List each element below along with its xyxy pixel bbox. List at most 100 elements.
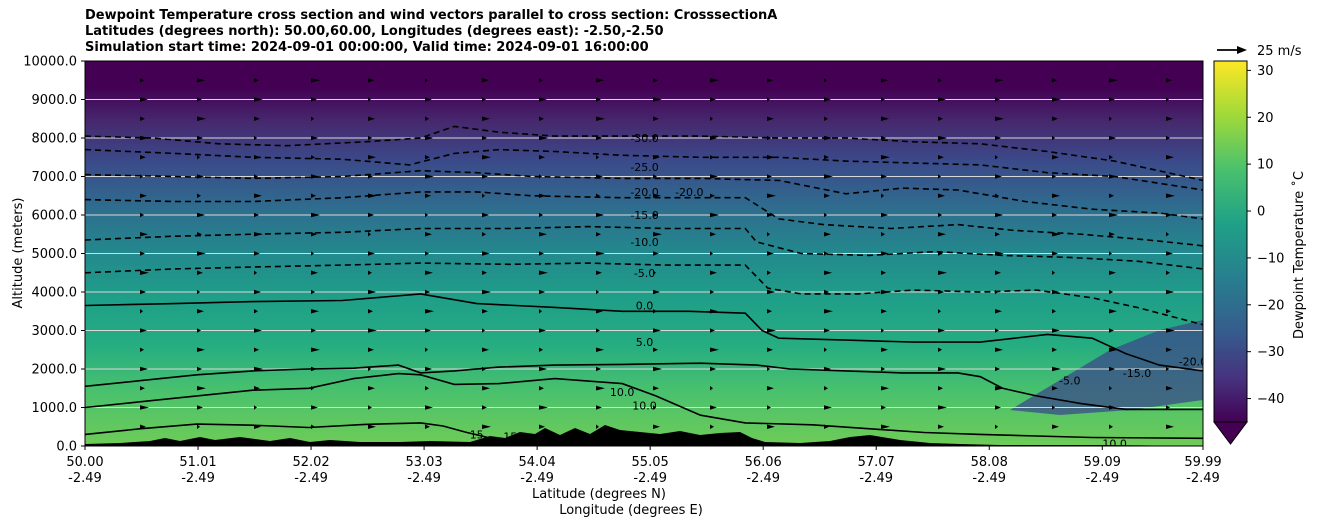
wind-vector-arrow [653, 270, 656, 275]
x-tick-label-longitude: -2.49 [633, 471, 667, 486]
wind-vector-arrow [425, 97, 432, 102]
wind-vector-arrow [767, 78, 773, 83]
wind-vector-arrow [824, 193, 830, 198]
wind-vector-arrow [824, 347, 827, 352]
wind-vector-arrow [311, 328, 316, 333]
y-tick-label: 10000.0 [23, 55, 77, 70]
wind-vector-arrow [368, 251, 375, 256]
wind-vector-arrow [995, 174, 1002, 179]
wind-vector-arrow [140, 135, 149, 141]
wind-vector-arrow [482, 251, 490, 256]
x-tick-label-longitude: -2.49 [859, 471, 893, 486]
wind-vector-arrow [1109, 347, 1118, 352]
wind-vector-arrow [1166, 232, 1169, 237]
wind-vector-arrow [596, 251, 605, 256]
wind-vector-arrow [368, 270, 372, 275]
y-tick-label: 0.0 [56, 440, 77, 455]
wind-vector-arrow [311, 212, 320, 218]
x-axis-label-latitude: Latitude (degrees N) [532, 487, 666, 502]
wind-vector-arrow [938, 97, 946, 102]
wind-vector-arrow [425, 328, 431, 333]
y-axis-label: Altitude (meters) [11, 198, 26, 309]
contour-label: 10.0 [632, 400, 657, 413]
wind-vector-arrow [254, 309, 258, 314]
contour-line--15.0 [85, 191, 1203, 247]
wind-vector-arrow [425, 212, 428, 218]
wind-vector-arrow [311, 97, 317, 102]
wind-vector-arrow [254, 97, 263, 102]
wind-vector-arrow [1052, 424, 1059, 429]
wind-vector-arrow [1052, 232, 1061, 237]
wind-vector-arrow [1052, 405, 1055, 410]
contour-line-10.0 [85, 372, 1203, 440]
wind-vector-arrow [881, 405, 886, 410]
wind-vector-arrow [368, 347, 374, 352]
wind-vector-arrow [824, 232, 831, 237]
contour-label: 0.0 [636, 299, 654, 312]
x-tick-label-latitude: 56.06 [745, 455, 782, 470]
wind-vector-arrow [881, 251, 889, 256]
wind-vector-arrow [197, 78, 205, 83]
contour-line-15 [85, 422, 511, 443]
wind-vector-arrow [1166, 97, 1169, 102]
wind-vector-arrow [767, 424, 775, 429]
wind-vector-arrow [881, 174, 887, 179]
contour-label: -15.0 [1123, 367, 1151, 380]
wind-vector-arrow [1166, 135, 1170, 141]
wind-vector-arrow [653, 193, 661, 198]
x-tick-label-longitude: -2.49 [407, 471, 441, 486]
wind-vector-arrow [710, 366, 716, 372]
wind-vector-arrow [1166, 328, 1175, 333]
wind-vector-arrow [140, 347, 144, 352]
y-tick-label: 9000.0 [32, 93, 78, 108]
wind-vector-arrow [197, 424, 200, 429]
wind-vector-arrow [1109, 78, 1118, 83]
wind-vector-arrow [653, 386, 659, 391]
wind-vector-arrow [140, 116, 145, 121]
wind-vector-arrow [596, 386, 605, 391]
wind-vector-arrow [539, 386, 544, 391]
wind-vector-arrow [881, 232, 885, 237]
wind-vector-arrow [767, 309, 772, 314]
wind-vector-arrow [710, 251, 713, 256]
wind-vector-arrow [140, 424, 146, 429]
wind-vector-arrow [482, 155, 491, 160]
wind-vector-arrow [482, 309, 488, 314]
contour-label: -15.0 [630, 209, 658, 222]
wind-vector-arrow [938, 193, 945, 198]
wind-vector-arrow [425, 116, 429, 121]
wind-vector-arrow [1109, 289, 1113, 295]
wind-vector-arrow [254, 78, 259, 83]
wind-vector-arrow [482, 116, 490, 121]
wind-vector-arrow [767, 193, 776, 198]
colorbar-tick-label: 10 [1257, 158, 1274, 173]
x-tick-label-longitude: -2.49 [520, 471, 554, 486]
x-tick-label-longitude: -2.49 [181, 471, 215, 486]
wind-vector-arrow [368, 135, 372, 141]
wind-vector-arrow [653, 424, 660, 429]
wind-vector-arrow [425, 78, 428, 83]
contour-label: -5.0 [634, 267, 655, 280]
wind-vector-arrow [938, 405, 947, 410]
x-tick-label-latitude: 54.04 [519, 455, 556, 470]
wind-vector-arrow [197, 289, 200, 295]
wind-vector-arrow [539, 270, 548, 275]
wind-vector-arrow [539, 405, 548, 410]
wind-vector-arrow [539, 251, 544, 256]
wind-vector-arrow [311, 251, 314, 256]
wind-vector-arrow [938, 328, 945, 333]
contour-label: -10.0 [630, 236, 658, 249]
wind-vectors [140, 78, 1175, 429]
grid-lines [85, 99, 1203, 408]
wind-vector-arrow [596, 424, 599, 429]
wind-vector-arrow [197, 212, 205, 218]
contour-label: -20.0 [630, 186, 658, 199]
colorbar-tick-label: −20 [1257, 298, 1284, 313]
colorbar-extend-min [1213, 421, 1248, 445]
contour-label: -5.0 [1059, 375, 1080, 388]
wind-vector-arrow [596, 289, 599, 295]
wind-vector-arrow [425, 270, 433, 275]
colorbar-tick-label: −10 [1257, 251, 1284, 266]
wind-vector-arrow [140, 289, 146, 295]
x-axis: 50.00-2.4951.01-2.4952.02-2.4953.03-2.49… [66, 446, 1222, 486]
